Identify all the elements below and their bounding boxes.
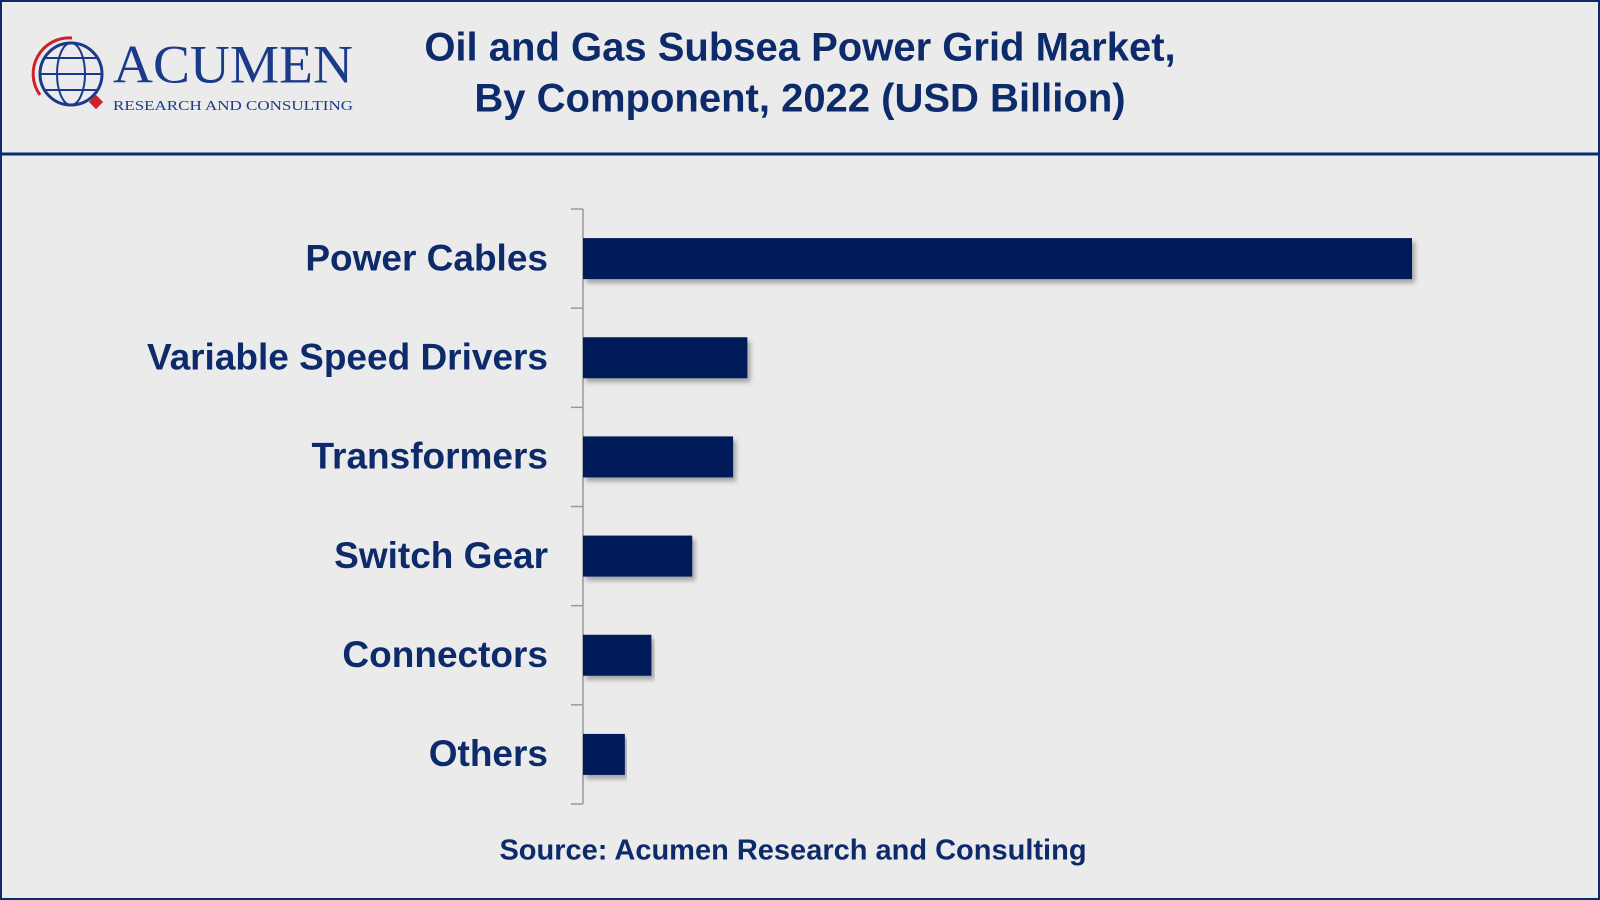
bar — [583, 436, 734, 478]
category-label: Others — [429, 733, 548, 774]
category-label: Variable Speed Drivers — [147, 337, 548, 378]
logo: ACUMEN RESEARCH AND CONSULTING — [31, 34, 353, 114]
category-label: Transformers — [312, 436, 549, 477]
bar — [583, 733, 625, 775]
category-label: Power Cables — [305, 237, 548, 278]
logo-name: ACUMEN — [113, 34, 353, 94]
chart-title: Oil and Gas Subsea Power Grid Market, — [424, 26, 1175, 70]
bar — [583, 535, 693, 577]
chart-title: By Component, 2022 (USD Billion) — [474, 77, 1125, 121]
bar — [583, 337, 748, 379]
category-label: Switch Gear — [334, 535, 548, 576]
bar — [583, 634, 652, 676]
logo-tagline: RESEARCH AND CONSULTING — [113, 99, 353, 114]
category-label: Connectors — [342, 634, 548, 675]
source-note: Source: Acumen Research and Consulting — [499, 835, 1086, 867]
bar — [583, 238, 1412, 280]
logo-arc — [31, 36, 73, 96]
